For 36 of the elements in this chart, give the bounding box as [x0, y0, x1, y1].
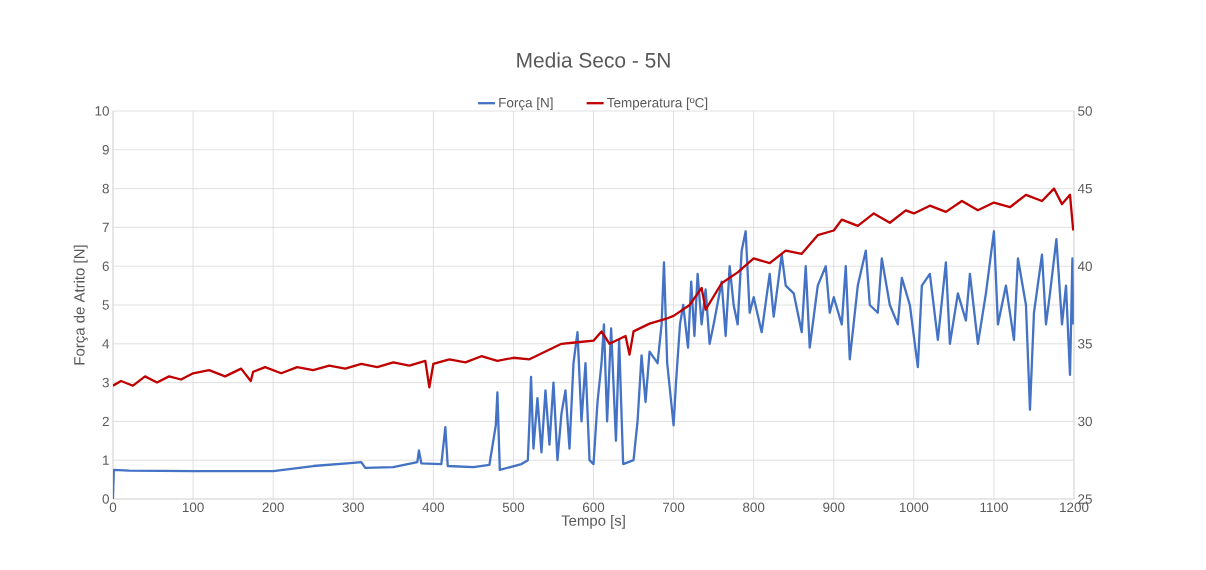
x-tick-label: 100	[182, 502, 204, 513]
y-tick-label: 10	[95, 106, 109, 116]
y2-tick-label: 40	[1077, 261, 1092, 271]
x-tick-label: 1000	[899, 502, 929, 513]
y-tick-label: 2	[102, 416, 109, 427]
y-tick-label: 3	[102, 377, 109, 388]
x-tick-label: 1100	[980, 502, 1008, 513]
x-tick-label: 200	[262, 502, 284, 513]
y2-tick-label: 30	[1078, 416, 1092, 427]
y-tick-label: 5	[102, 300, 109, 310]
y-tick-label: 8	[102, 183, 109, 194]
x-tick-label: 800	[743, 502, 765, 513]
x-tick-label: 300	[342, 502, 364, 513]
x-tick-label: 600	[582, 502, 605, 513]
legend-label: Força [N]	[499, 97, 553, 111]
y2-tick-label: 50	[1078, 106, 1092, 116]
y-tick-label: 0	[102, 494, 109, 504]
legend-label: Temperatura [ºC]	[607, 97, 708, 111]
y-tick-label: 7	[102, 222, 109, 233]
x-tick-label: 1200	[1060, 502, 1089, 513]
y2-tick-label: 45	[1077, 183, 1092, 194]
line-series	[113, 187, 1075, 389]
y-axis-title: Força de Atrito [N]	[73, 245, 88, 365]
y-tick-label: 6	[102, 261, 109, 271]
x-axis-title: Tempo [s]	[561, 514, 625, 529]
x-tick-label: 0	[109, 502, 117, 513]
x-tick-label: 400	[422, 502, 445, 513]
y2-tick-label: 35	[1078, 339, 1092, 349]
x-tick-label: 700	[663, 502, 685, 513]
y-tick-label: 9	[102, 145, 109, 155]
chart-title: Media Seco - 5N	[517, 52, 670, 68]
y-tick-label: 4	[102, 339, 110, 349]
x-tick-label: 500	[502, 502, 525, 513]
x-tick-label: 900	[823, 502, 845, 513]
y2-tick-label: 25	[1078, 494, 1092, 504]
y-tick-label: 1	[103, 455, 109, 465]
